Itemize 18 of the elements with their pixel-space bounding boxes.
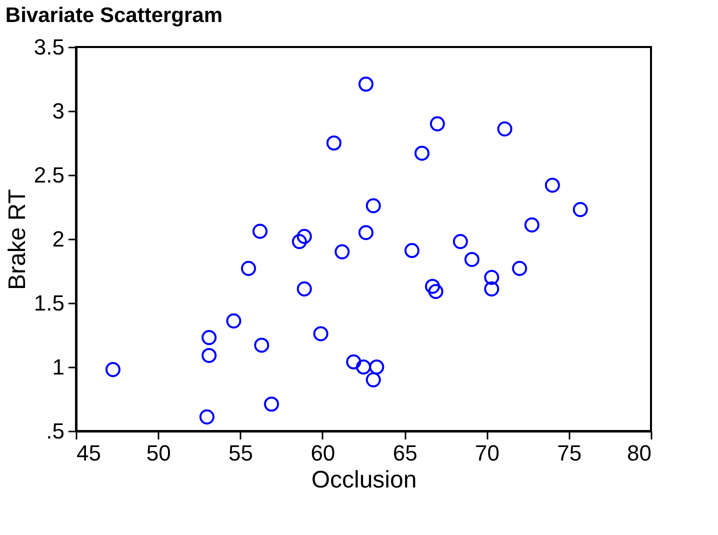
x-tick-label: 65 bbox=[392, 440, 418, 466]
y-tick-label: 2.5 bbox=[34, 162, 64, 188]
y-tick-label: 3 bbox=[52, 98, 64, 124]
x-tick-label: 45 bbox=[76, 440, 101, 466]
y-axis-title: Brake RT bbox=[4, 188, 31, 290]
x-tick-label: 55 bbox=[228, 440, 254, 466]
y-tick-label: 1.5 bbox=[34, 290, 64, 316]
x-tick-label: 80 bbox=[627, 440, 652, 466]
y-tick-label: .5 bbox=[46, 418, 64, 444]
y-tick-label: 1 bbox=[52, 354, 64, 380]
chart-title: Bivariate Scattergram bbox=[5, 4, 223, 27]
x-tick-label: 60 bbox=[310, 440, 336, 466]
x-axis-title: Occlusion bbox=[311, 466, 417, 494]
y-tick-label: 2 bbox=[52, 226, 64, 252]
x-tick-label: 50 bbox=[146, 440, 171, 466]
x-tick-label: 70 bbox=[474, 440, 500, 466]
y-tick-label: 3.5 bbox=[34, 34, 64, 60]
x-tick-label: 75 bbox=[557, 440, 582, 466]
